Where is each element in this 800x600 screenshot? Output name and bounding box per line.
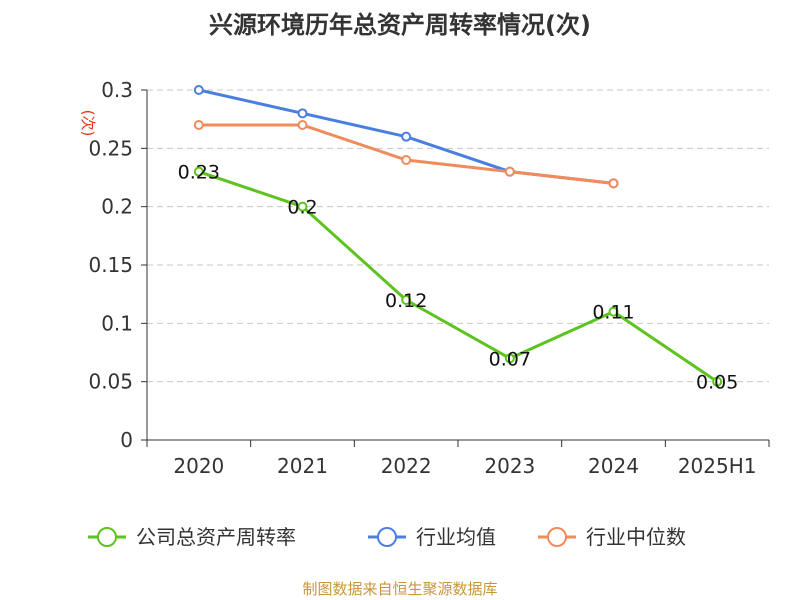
series-line <box>198 170 719 383</box>
y-axis-label: (次) <box>79 110 97 137</box>
x-tick-label: 2020 <box>173 454 224 478</box>
data-point[interactable] <box>193 120 204 130</box>
data-label: 0.23 <box>178 162 220 184</box>
x-tick-label: 2021 <box>277 454 328 478</box>
y-tick-label: 0.2 <box>101 195 133 219</box>
data-point[interactable] <box>401 295 412 305</box>
data-label: 0.11 <box>592 302 634 324</box>
data-label: 0.2 <box>287 197 317 219</box>
legend-item[interactable]: 公司总资产周转率 <box>88 525 296 549</box>
legend-label: 行业均值 <box>416 525 496 549</box>
data-point[interactable] <box>504 166 515 177</box>
y-tick-label: 0.1 <box>101 311 133 335</box>
series-lines <box>193 85 723 387</box>
data-point[interactable] <box>401 131 412 142</box>
y-tick-label: 0.3 <box>101 78 133 102</box>
y-tick-label: 0.15 <box>88 253 133 277</box>
data-point[interactable] <box>504 353 515 364</box>
y-tick-label: 0.05 <box>88 370 133 394</box>
data-point[interactable] <box>608 306 619 317</box>
x-tick-label: 2023 <box>484 454 535 478</box>
gridlines <box>147 89 769 383</box>
legend-swatch-marker <box>377 527 397 547</box>
data-point[interactable] <box>297 120 308 130</box>
legend-label: 公司总资产周转率 <box>136 525 296 549</box>
x-tick-label: 2025H1 <box>678 454 757 478</box>
data-point[interactable] <box>297 201 308 212</box>
legend[interactable]: 公司总资产周转率 行业均值 行业中位数 <box>88 525 686 549</box>
legend-swatch-marker <box>547 527 567 547</box>
data-label: 0.12 <box>385 290 427 312</box>
data-point[interactable] <box>193 166 204 177</box>
legend-label: 行业中位数 <box>586 525 686 549</box>
data-point[interactable] <box>401 155 412 165</box>
x-tick-label: 2024 <box>588 454 639 478</box>
legend-item[interactable]: 行业中位数 <box>538 525 686 549</box>
data-point[interactable] <box>712 376 723 387</box>
y-tick-label: 0 <box>120 428 133 452</box>
source-note: 制图数据来自恒生聚源数据库 <box>302 580 497 598</box>
data-point[interactable] <box>193 85 204 95</box>
data-point[interactable] <box>297 108 308 119</box>
data-labels: 0.23 0.2 0.12 0.07 0.11 0.05 <box>178 162 739 394</box>
x-tick-label: 2022 <box>381 454 432 478</box>
axes: 0 0.05 0.1 0.15 0.2 0.25 0.3 2020 2021 2022 2023 20… <box>88 78 770 478</box>
legend-item[interactable]: 行业均值 <box>368 525 496 549</box>
data-point[interactable] <box>608 178 619 189</box>
y-tick-label: 0.25 <box>88 136 133 160</box>
data-label: 0.07 <box>489 348 531 370</box>
chart-title: 兴源环境历年总资产周转率情况(次) <box>209 11 591 39</box>
legend-swatch-marker <box>97 527 117 547</box>
data-label: 0.05 <box>696 372 738 394</box>
